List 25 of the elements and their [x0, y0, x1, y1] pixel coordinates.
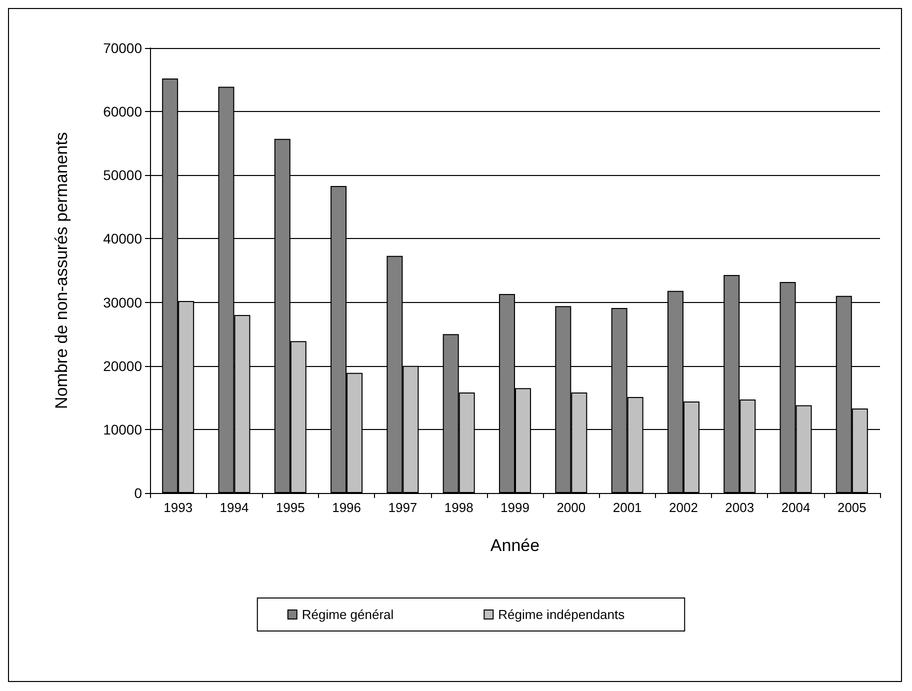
y-tick-label: 0: [134, 485, 142, 501]
x-tick-label: 1998: [444, 500, 474, 515]
y-tick-label: 20000: [103, 358, 142, 374]
y-tick-label: 60000: [103, 104, 142, 120]
x-tick-label: 1995: [276, 500, 305, 515]
x-tick-label: 2004: [781, 500, 810, 515]
y-tick-label: 40000: [103, 230, 142, 247]
x-tick-label: 1999: [500, 500, 530, 515]
x-tick-label: 2001: [612, 500, 642, 515]
x-axis-title: Année: [490, 536, 540, 555]
x-tick-label: 2002: [669, 500, 698, 515]
y-tick-label: 10000: [103, 421, 142, 438]
legend-label: Régime indépendants: [498, 607, 626, 622]
x-tick-label: 1996: [332, 500, 361, 515]
x-tick-label: 2005: [837, 500, 866, 515]
x-tick-label: 1993: [164, 500, 193, 515]
x-tick-label: 2000: [556, 500, 586, 515]
y-axis-title: Nombre de non-assurés permanents: [52, 132, 71, 409]
legend-label: Régime général: [302, 607, 394, 622]
y-tick-label: 70000: [103, 40, 142, 56]
x-tick-label: 2003: [725, 500, 754, 515]
x-tick-label: 1997: [388, 500, 418, 515]
y-tick-label: 30000: [103, 294, 142, 310]
y-tick-label: 50000: [103, 167, 142, 184]
x-tick-label: 1994: [220, 500, 249, 515]
